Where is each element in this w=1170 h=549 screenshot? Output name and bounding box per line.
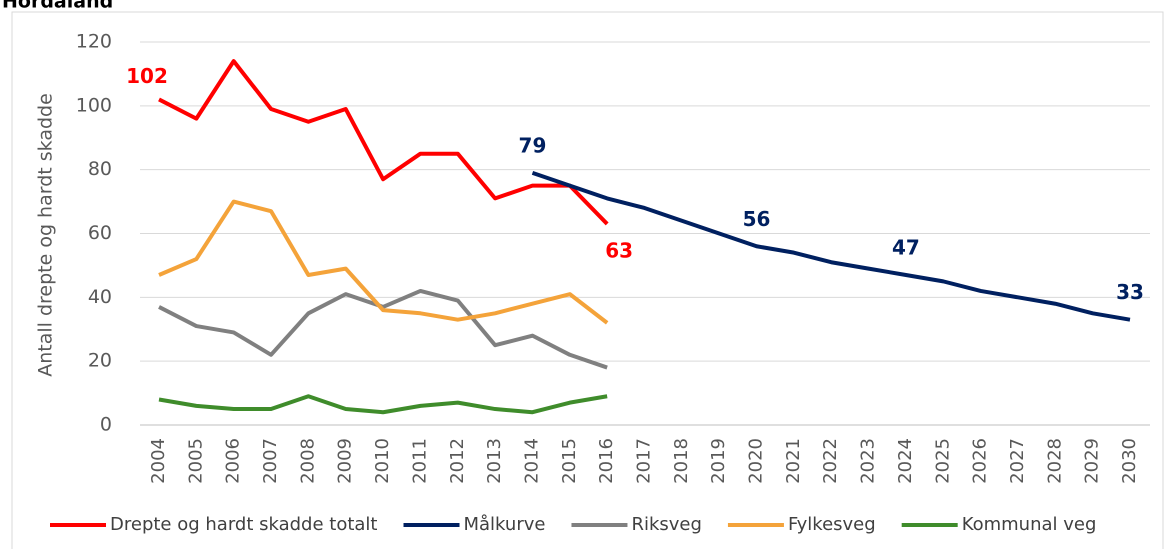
chart-frame — [11, 11, 1164, 549]
series-line — [158, 288, 608, 370]
x-tick-label: 2019 — [708, 438, 729, 484]
y-tick-label: 40 — [88, 286, 112, 308]
x-tick-label: 2022 — [820, 438, 841, 484]
y-tick-label: 60 — [88, 222, 112, 244]
series-line — [531, 170, 1131, 322]
x-tick-label: 2023 — [858, 438, 879, 484]
x-tick-label: 2027 — [1007, 438, 1028, 484]
data-label: 79 — [519, 133, 547, 157]
y-tick-label: 80 — [88, 158, 112, 180]
x-tick-label: 2007 — [260, 438, 281, 484]
legend-label: Kommunal veg — [962, 514, 1097, 535]
x-tick-label: 2029 — [1082, 438, 1103, 484]
x-tick-label: 2017 — [634, 438, 655, 484]
data-label: 47 — [892, 235, 920, 259]
data-label: 56 — [743, 207, 771, 231]
x-tick-label: 2005 — [185, 438, 206, 484]
x-tick-label: 2028 — [1044, 438, 1065, 484]
legend-label: Fylkesveg — [788, 514, 876, 535]
series-line — [158, 394, 608, 415]
x-tick-label: 2018 — [671, 438, 692, 484]
x-tick-label: 2015 — [559, 438, 580, 484]
x-tick-label: 2020 — [746, 438, 767, 484]
x-tick-label: 2014 — [521, 438, 542, 484]
legend-label: Målkurve — [464, 514, 546, 535]
x-tick-label: 2021 — [783, 438, 804, 484]
y-axis-label: Antall drepte og hardt skadde — [35, 93, 57, 377]
series-line — [158, 199, 609, 325]
y-tick-label: 20 — [88, 350, 112, 372]
x-tick-label: 2030 — [1119, 438, 1140, 484]
x-tick-label: 2006 — [223, 438, 244, 484]
x-tick-label: 2016 — [596, 438, 617, 484]
y-tick-label: 100 — [76, 94, 112, 116]
x-tick-label: 2024 — [895, 438, 916, 484]
data-label: 102 — [126, 64, 168, 88]
x-tick-label: 2004 — [148, 438, 169, 484]
y-tick-label: 0 — [100, 414, 112, 436]
x-tick-label: 2025 — [932, 438, 953, 484]
x-tick-label: 2010 — [372, 438, 393, 484]
chart-title: Hordaland — [2, 0, 113, 13]
x-tick-label: 2026 — [970, 438, 991, 484]
y-tick-label: 120 — [76, 31, 112, 53]
legend-label: Drepte og hardt skadde totalt — [110, 514, 378, 535]
x-tick-label: 2009 — [335, 438, 356, 484]
x-tick-label: 2008 — [297, 438, 318, 484]
x-tick-label: 2013 — [484, 438, 505, 484]
data-label: 63 — [605, 238, 633, 262]
legend-label: Riksveg — [631, 514, 701, 535]
series-line — [158, 59, 609, 226]
data-label: 33 — [1116, 280, 1144, 304]
x-tick-label: 2012 — [447, 438, 468, 484]
x-tick-label: 2011 — [409, 438, 430, 484]
